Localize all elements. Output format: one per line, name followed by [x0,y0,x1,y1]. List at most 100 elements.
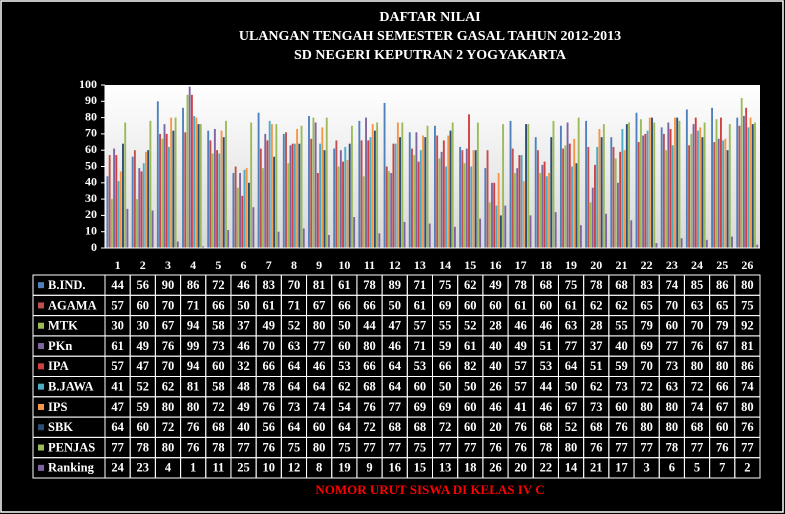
legend-marker [38,424,44,431]
legend-label: SBK [48,420,73,434]
bar [403,221,406,248]
table-value: 77 [363,440,376,454]
table-value: 30 [137,319,150,333]
table-value: 49 [237,400,250,414]
bar [685,109,688,248]
table-value: 14 [565,461,578,475]
x-tick-label: 16 [489,258,501,272]
bar [298,143,301,248]
table-value: 46 [388,339,401,353]
table-value: 75 [741,298,754,312]
bar [751,124,754,248]
bar [749,117,752,248]
bar [660,127,663,248]
table-value: 41 [111,380,124,394]
table-value: 40 [489,339,502,353]
x-tick-label: 5 [215,258,221,272]
table-value: 65 [716,298,729,312]
bar [273,156,276,248]
bar [747,127,750,248]
table-value: 64 [288,420,301,434]
table-value: 37 [237,319,250,333]
table-value: 10 [263,461,276,475]
table-value: 20 [489,420,502,434]
table-value: 79 [716,319,729,333]
bar [115,155,118,248]
bar [333,148,336,248]
table-value: 57 [414,319,427,333]
table-value: 76 [514,440,527,454]
table-value: 54 [338,400,351,414]
bar [287,163,290,248]
bar [719,117,722,248]
bar [598,129,601,248]
table-value: 65 [640,298,653,312]
table-value: 62 [590,380,603,394]
table-value: 57 [111,359,124,373]
table-value: 90 [162,278,175,292]
bar [312,117,315,248]
bar [539,173,542,248]
bar [172,130,175,248]
table-value: 40 [489,359,502,373]
bar [314,122,317,248]
table-value: 32 [237,359,250,373]
bar [610,137,613,248]
legend-label: B.JAWA [48,380,94,394]
bar [559,125,562,248]
table-value: 49 [263,319,276,333]
bar [436,135,439,248]
bar [282,133,285,248]
bar [362,176,365,248]
table-value: 18 [464,461,477,475]
bar [499,215,502,248]
bar [419,150,422,248]
bar [587,146,590,248]
bar [461,150,464,248]
table-value: 92 [741,319,754,333]
y-tick-label: 70 [85,126,97,140]
table-value: 46 [540,319,553,333]
x-tick-label: 17 [515,258,527,272]
table-value: 78 [137,440,150,454]
bar [270,124,273,248]
bar [211,153,214,248]
legend-marker [38,444,44,451]
table-value: 62 [615,298,628,312]
bar [678,120,681,248]
table-value: 71 [187,298,200,312]
bar [488,202,491,248]
bar [266,140,269,248]
bar [509,120,512,248]
table-value: 70 [666,298,679,312]
table-value: 79 [640,319,653,333]
table-value: 50 [464,380,477,394]
bar [667,122,670,248]
table-value: 94 [187,359,200,373]
bar [369,137,372,248]
bar [445,166,447,248]
x-tick-label: 10 [338,258,350,272]
table-value: 70 [640,359,653,373]
table-value: 19 [338,461,351,475]
bar [225,120,227,248]
table-value: 99 [187,339,200,353]
table-value: 51 [590,359,603,373]
bar [142,163,145,248]
bar [527,124,530,248]
bar [188,86,191,248]
table-value: 76 [263,400,276,414]
bar [726,150,729,248]
table-value: 76 [187,420,200,434]
bar [296,129,299,248]
table-value: 46 [489,400,502,414]
bar [543,161,546,248]
bar [339,150,342,248]
legend-marker [38,403,44,410]
table-value: 52 [565,420,578,434]
bar [617,182,619,248]
x-tick-label: 4 [190,258,196,272]
bar [662,133,665,248]
bar [637,142,640,248]
table-value: 77 [439,440,452,454]
